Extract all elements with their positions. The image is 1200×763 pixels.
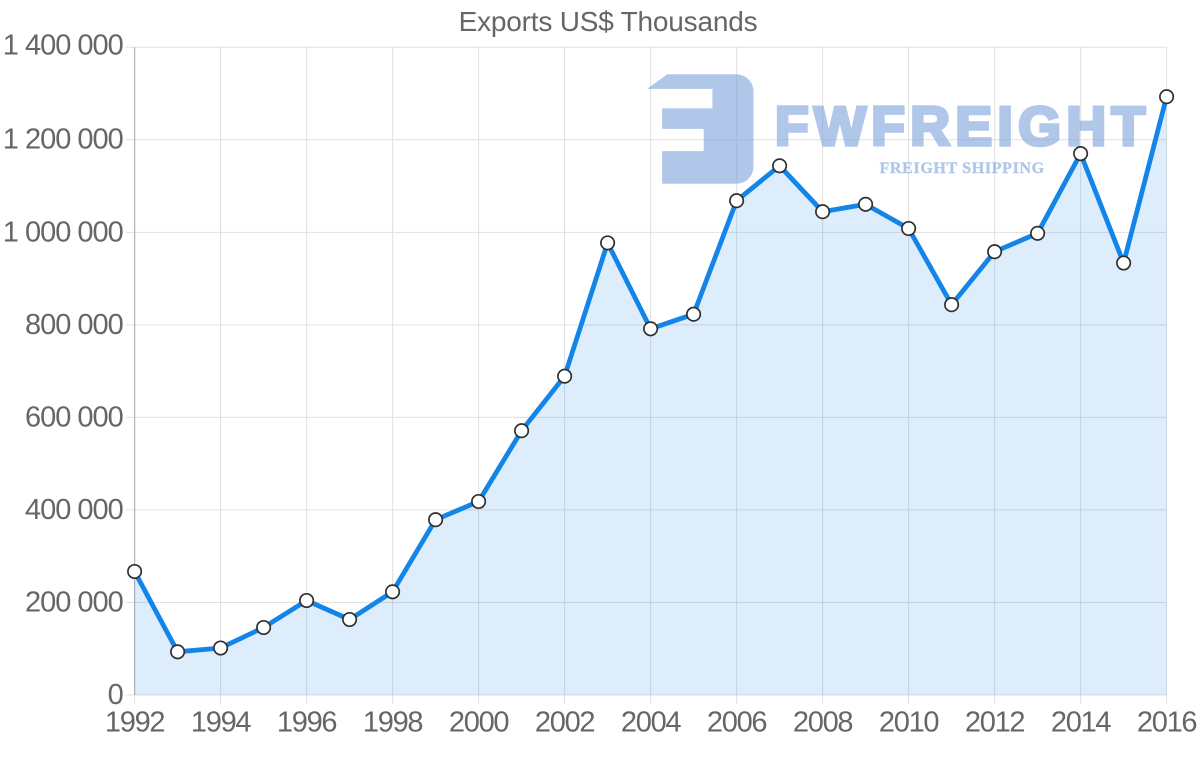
svg-text:Exports US$ Thousands: Exports US$ Thousands [459,6,758,37]
svg-text:2014: 2014 [1051,706,1111,738]
svg-text:1996: 1996 [277,706,336,738]
svg-text:1998: 1998 [363,706,422,738]
svg-text:0: 0 [108,679,123,711]
svg-text:600 000: 600 000 [25,401,123,433]
svg-text:2016: 2016 [1137,706,1196,738]
svg-text:1994: 1994 [191,706,251,738]
svg-text:2008: 2008 [793,706,852,738]
svg-text:800 000: 800 000 [25,309,123,341]
svg-text:2000: 2000 [449,706,508,738]
svg-text:2012: 2012 [965,706,1024,738]
svg-text:2002: 2002 [535,706,594,738]
svg-text:1 000 000: 1 000 000 [3,216,123,248]
svg-text:FWFREIGHT: FWFREIGHT [775,95,1151,157]
svg-text:2010: 2010 [879,706,938,738]
svg-text:2006: 2006 [707,706,766,738]
svg-text:200 000: 200 000 [25,586,123,618]
svg-text:2004: 2004 [621,706,681,738]
svg-text:FREIGHT SHIPPING: FREIGHT SHIPPING [880,160,1045,177]
svg-text:1 400 000: 1 400 000 [3,30,123,62]
svg-text:1992: 1992 [105,706,164,738]
svg-text:400 000: 400 000 [25,494,123,526]
svg-text:1 200 000: 1 200 000 [3,124,123,156]
